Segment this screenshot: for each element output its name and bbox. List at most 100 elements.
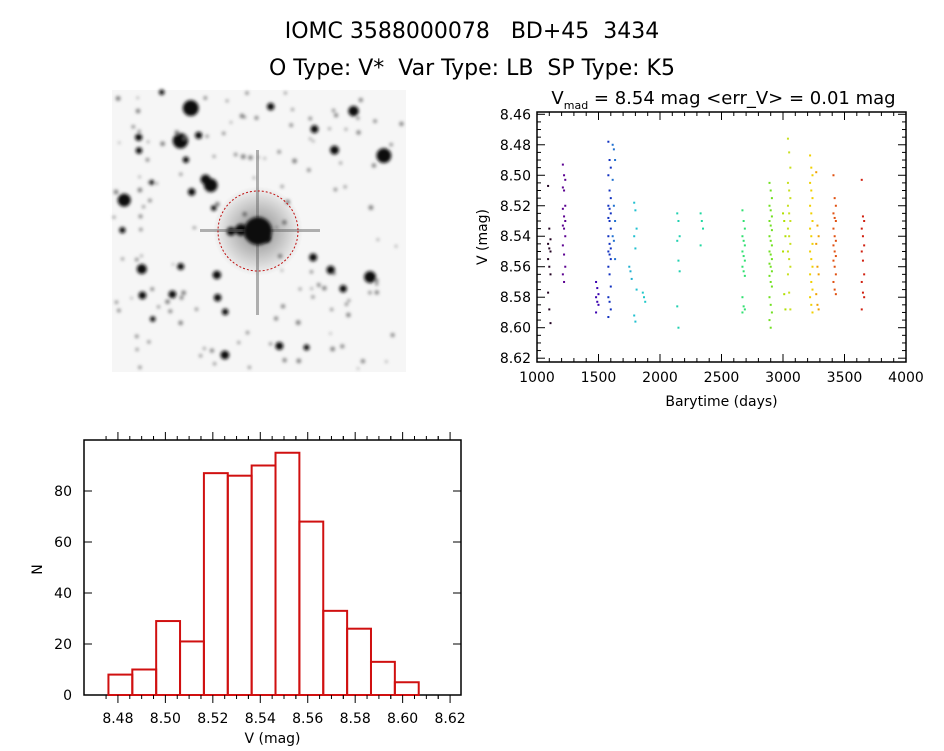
star	[348, 105, 359, 117]
data-point	[677, 219, 680, 222]
x-tick-label: 8.48	[102, 711, 133, 727]
data-point	[634, 209, 637, 212]
star	[140, 254, 143, 258]
star	[308, 116, 312, 121]
data-point	[614, 219, 617, 222]
star	[149, 179, 155, 185]
star	[269, 342, 273, 346]
data-point	[834, 239, 837, 242]
star	[330, 346, 335, 352]
data-point	[815, 293, 818, 296]
star	[150, 287, 155, 291]
data-point	[788, 212, 791, 215]
y-tick-label: 8.60	[500, 321, 531, 337]
star	[136, 96, 139, 99]
star	[347, 299, 351, 302]
star	[333, 187, 338, 192]
star	[160, 141, 165, 147]
y-tick-label: 8.46	[500, 107, 531, 123]
data-point	[863, 219, 866, 222]
data-point	[832, 227, 835, 230]
data-point	[860, 178, 863, 181]
data-point	[786, 181, 789, 184]
star	[245, 331, 250, 335]
star	[309, 253, 318, 262]
data-point	[832, 259, 835, 262]
data-point	[770, 311, 773, 314]
data-point	[833, 250, 836, 253]
data-point	[609, 258, 612, 261]
data-point	[741, 250, 744, 253]
data-point	[608, 273, 611, 276]
data-point	[811, 311, 814, 314]
data-point	[548, 227, 551, 230]
star	[119, 227, 126, 234]
data-point	[833, 197, 836, 200]
star	[135, 257, 139, 262]
data-point	[612, 239, 615, 242]
star	[148, 198, 152, 203]
star	[284, 91, 287, 95]
star	[263, 157, 266, 160]
histogram-bar	[393, 681, 420, 696]
star	[212, 270, 222, 280]
data-point	[784, 308, 787, 311]
data-point	[769, 189, 772, 192]
star	[328, 127, 331, 130]
plot-frame	[83, 439, 462, 696]
star	[237, 341, 241, 344]
data-point	[742, 255, 745, 258]
data-point	[811, 265, 814, 268]
data-point	[597, 293, 600, 296]
star	[178, 320, 183, 326]
data-point	[811, 242, 814, 245]
star	[145, 158, 150, 162]
star	[280, 304, 286, 309]
star	[239, 113, 245, 119]
data-point	[769, 265, 772, 268]
histogram-bar	[226, 474, 253, 697]
data-point	[564, 204, 567, 207]
data-point	[768, 181, 771, 184]
data-point	[633, 235, 636, 238]
data-point	[786, 204, 789, 207]
star	[322, 285, 327, 291]
star	[135, 147, 143, 154]
y-tick-label: 0	[63, 688, 72, 704]
star	[165, 299, 170, 305]
star	[310, 287, 313, 290]
data-point	[678, 270, 681, 273]
data-point	[595, 280, 598, 283]
data-point	[832, 174, 835, 177]
y-tick-label: 8.62	[500, 351, 531, 367]
star	[390, 333, 395, 337]
histogram-plot: 8.48 8.50 8.52 8.54 8.56 8.58 8.60 8.62 0 20 40 60 8…	[30, 432, 466, 747]
star	[168, 290, 177, 299]
data-point	[769, 224, 772, 227]
data-point	[609, 308, 612, 311]
figure-title: IOMC 3588000078 BD+45 3434	[285, 19, 660, 44]
data-point	[809, 273, 812, 276]
data-point	[678, 235, 681, 238]
data-point	[548, 308, 551, 311]
data-point	[789, 219, 792, 222]
star	[280, 185, 284, 189]
star	[291, 108, 294, 111]
data-point	[743, 274, 746, 277]
data-point	[743, 259, 746, 262]
data-point	[770, 258, 773, 261]
star	[307, 168, 311, 172]
data-point	[614, 258, 617, 261]
data-point	[789, 166, 792, 169]
star	[331, 108, 336, 113]
data-point	[595, 296, 598, 299]
data-point	[609, 247, 612, 250]
data-point	[611, 143, 614, 146]
star	[158, 89, 165, 96]
data-point	[861, 235, 864, 238]
star	[139, 227, 143, 232]
star	[340, 344, 345, 349]
data-point	[548, 247, 551, 250]
data-point	[741, 209, 744, 212]
data-point	[743, 227, 746, 230]
